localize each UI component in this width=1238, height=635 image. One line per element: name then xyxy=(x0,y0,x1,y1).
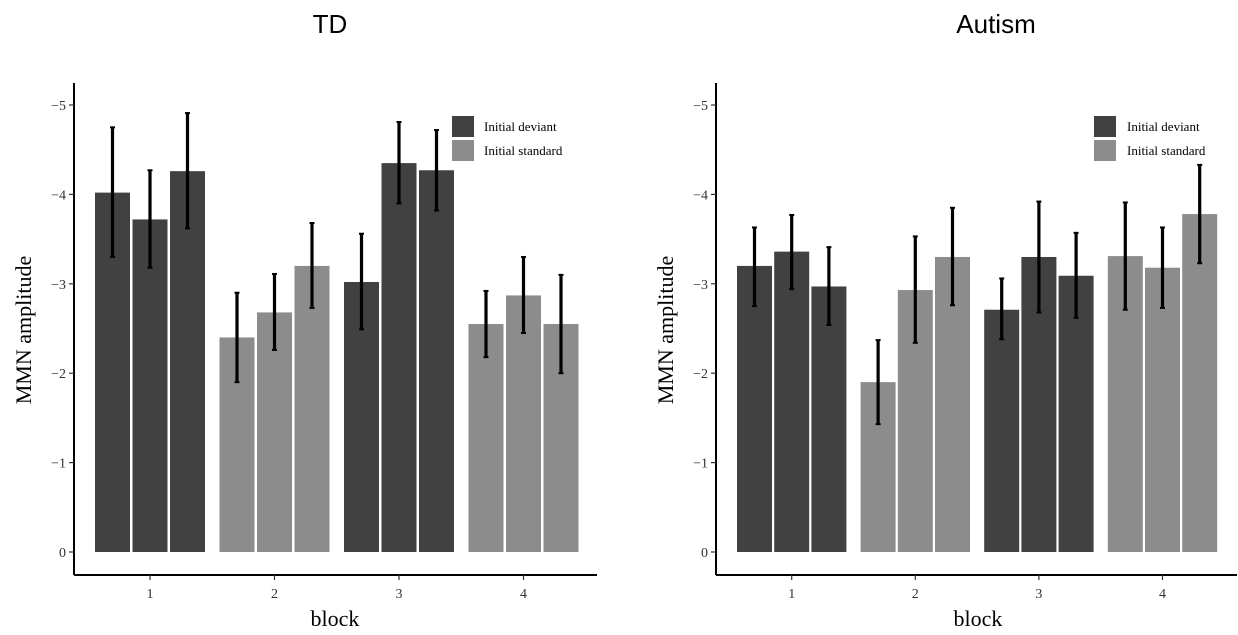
y-tick-label: −2 xyxy=(51,367,66,382)
y-tick-label: −2 xyxy=(693,367,708,382)
y-axis-label: MMN amplitude xyxy=(11,256,36,405)
x-tick-label: 4 xyxy=(520,587,527,602)
bar-initial-deviant-block-3 xyxy=(419,170,454,552)
y-tick-label: −3 xyxy=(51,278,66,293)
chart-panel-autism: Autism MMN amplitude block 0 −1 −2 −3 −4 −5 1 2… xyxy=(653,9,1237,631)
bar-initial-standard-block-4 xyxy=(1182,214,1218,552)
bar-initial-deviant-block-1 xyxy=(737,265,772,552)
bar-initial-standard-block-2 xyxy=(257,312,292,552)
legend-label-initial-standard: Initial standard xyxy=(484,143,563,158)
bar-initial-deviant-block-3 xyxy=(1058,275,1094,552)
x-tick-label: 2 xyxy=(912,587,919,602)
legend-swatch-initial-standard xyxy=(452,140,474,161)
x-tick-label: 1 xyxy=(788,587,795,602)
chart-title: Autism xyxy=(956,9,1035,39)
y-tick-label: −4 xyxy=(693,188,708,203)
y-tick-label: −5 xyxy=(693,99,708,114)
y-tick-label: 0 xyxy=(701,546,708,561)
chart-panel-td: TD MMN amplitude block 0 −1 −2 −3 −4 −5 1 2 3 4 I… xyxy=(11,9,597,631)
x-tick-label: 2 xyxy=(271,587,278,602)
legend-swatch-initial-deviant xyxy=(452,116,474,137)
chart-title: TD xyxy=(313,9,348,39)
legend-label-initial-standard: Initial standard xyxy=(1127,143,1206,158)
x-tick-label: 3 xyxy=(1035,587,1042,602)
legend-swatch-initial-standard xyxy=(1094,140,1116,161)
y-tick-label: −3 xyxy=(693,278,708,293)
bar-initial-deviant-block-1 xyxy=(774,251,810,552)
bar-initial-deviant-block-1 xyxy=(132,219,168,552)
y-tick-label: −4 xyxy=(51,188,66,203)
bar-initial-standard-block-2 xyxy=(294,265,330,552)
legend: Initial deviant Initial standard xyxy=(1094,116,1206,161)
plot-area: 0 −1 −2 −3 −4 −5 1 2 3 4 xyxy=(51,99,579,602)
bar-initial-standard-block-4 xyxy=(1145,267,1180,552)
y-tick-label: −5 xyxy=(51,99,66,114)
bar-initial-deviant-block-3 xyxy=(381,163,417,553)
y-tick-label: −1 xyxy=(51,457,66,472)
bar-initial-deviant-block-3 xyxy=(984,309,1020,552)
x-tick-label: 3 xyxy=(396,587,403,602)
x-tick-label: 1 xyxy=(147,587,154,602)
legend-swatch-initial-deviant xyxy=(1094,116,1116,137)
plot-area: 0 −1 −2 −3 −4 −5 1 2 3 4 xyxy=(693,99,1218,602)
bar-initial-standard-block-4 xyxy=(506,295,541,552)
legend-label-initial-deviant: Initial deviant xyxy=(1127,119,1200,134)
legend-label-initial-deviant: Initial deviant xyxy=(484,119,557,134)
x-axis-label: block xyxy=(311,606,360,631)
y-tick-label: 0 xyxy=(59,546,66,561)
bar-initial-standard-block-4 xyxy=(468,324,504,552)
bar-initial-deviant-block-1 xyxy=(170,171,205,552)
x-axis-label: block xyxy=(954,606,1003,631)
y-axis-label: MMN amplitude xyxy=(653,256,678,405)
bar-initial-deviant-block-1 xyxy=(811,286,847,552)
y-tick-label: −1 xyxy=(693,457,708,472)
x-tick-label: 4 xyxy=(1159,587,1166,602)
legend: Initial deviant Initial standard xyxy=(452,116,563,161)
